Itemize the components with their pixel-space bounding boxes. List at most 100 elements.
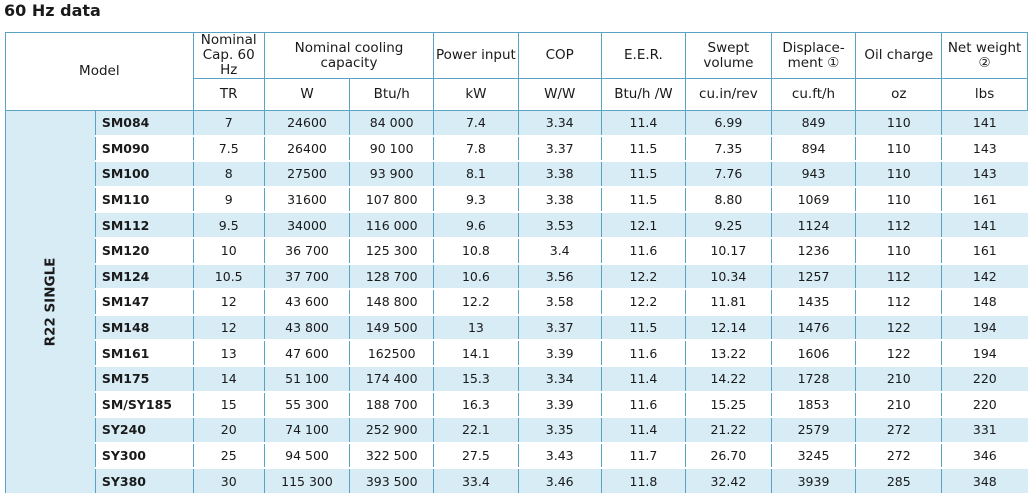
- cell-eer: 11.8: [600, 468, 686, 495]
- table-row: R22 SINGLE SM084 7 24600 84 000 7.4 3.34 11.4 6…: [5, 110, 1028, 495]
- header-model: Model: [5, 32, 194, 111]
- cell-displacement: 1124: [770, 212, 856, 239]
- table-row: SM112 9.5 34000 116 000 9.6 3.53 12.1 9.25 1124 1…: [6, 212, 1028, 239]
- cell-capacity-w: 94 500: [263, 442, 350, 470]
- cell-net-weight: 161: [941, 186, 1028, 214]
- unit-kw: kW: [433, 78, 519, 111]
- table-row: SM110 9 31600 107 800 9.3 3.38 11.5 8.80 1069 110…: [6, 186, 1028, 214]
- cell-capacity-w: 37 700: [263, 263, 350, 291]
- cell-capacity-btuh: 174 400: [349, 365, 434, 393]
- cell-power-kw: 33.4: [433, 468, 519, 495]
- cell-power-kw: 9.3: [433, 186, 519, 214]
- cell-capacity-btuh: 125 300: [349, 237, 434, 265]
- cell-nominal-cap-tr: 13: [192, 340, 265, 367]
- cell-capacity-w: 55 300: [263, 391, 350, 419]
- cell-nominal-cap-tr: 8: [192, 161, 265, 188]
- cell-displacement: 1728: [770, 365, 856, 393]
- cell-net-weight: 194: [941, 340, 1028, 367]
- header-cop: COP: [517, 32, 602, 79]
- cell-cop: 3.38: [517, 186, 602, 214]
- cell-model: SM112: [94, 212, 194, 239]
- cell-cop: 3.37: [517, 135, 602, 163]
- header-displacement: Displace- ment ①: [770, 32, 857, 79]
- cell-model: SM120: [94, 237, 194, 265]
- unit-cuin-rev: cu.in/rev: [685, 78, 772, 111]
- table-row: SM120 10 36 700 125 300 10.8 3.4 11.6 10.17 1236…: [6, 237, 1028, 265]
- cell-net-weight: 348: [941, 468, 1028, 495]
- cell-capacity-w: 34000: [263, 212, 350, 239]
- unit-tr: TR: [192, 78, 265, 111]
- cell-cop: 3.39: [517, 340, 602, 367]
- cell-cop: 3.4: [517, 237, 602, 265]
- cell-nominal-cap-tr: 14: [192, 365, 265, 393]
- cell-eer: 11.5: [600, 161, 686, 188]
- group-label-r22-single: R22 SINGLE: [42, 257, 59, 347]
- cell-capacity-btuh: 162500: [349, 340, 434, 367]
- unit-btuh-w: Btu/h /W: [600, 78, 687, 111]
- cell-nominal-cap-tr: 9.5: [192, 212, 265, 239]
- cell-capacity-w: 36 700: [263, 237, 350, 265]
- table-row: SM090 7.5 26400 90 100 7.8 3.37 11.5 7.35 894 110…: [6, 135, 1028, 163]
- cell-capacity-w: 27500: [263, 161, 350, 188]
- cell-capacity-btuh: 107 800: [349, 186, 434, 214]
- cell-capacity-w: 74 100: [263, 417, 350, 444]
- cell-oil-charge: 122: [855, 314, 942, 342]
- header-oil-charge: Oil charge: [855, 32, 943, 79]
- cell-cop: 3.39: [517, 391, 602, 419]
- table-row: SM/SY185 15 55 300 188 700 16.3 3.39 11.6 15.25…: [6, 391, 1028, 419]
- header-swept-volume: Swept volume: [685, 32, 772, 79]
- cell-capacity-btuh: 149 500: [349, 314, 434, 342]
- cell-net-weight: 346: [941, 442, 1028, 470]
- cell-capacity-btuh: 322 500: [349, 442, 434, 470]
- cell-capacity-w: 47 600: [263, 340, 350, 367]
- cell-eer: 11.6: [600, 340, 686, 367]
- unit-cuft-h: cu.ft/h: [770, 78, 857, 111]
- cell-net-weight: 142: [941, 263, 1028, 291]
- cell-eer: 11.6: [600, 391, 686, 419]
- cell-displacement: 1435: [770, 289, 856, 316]
- cell-displacement: 2579: [770, 417, 856, 444]
- cell-model: SY380: [94, 468, 194, 495]
- cell-model: SM110: [94, 186, 194, 214]
- cell-capacity-btuh: 148 800: [349, 289, 434, 316]
- cell-cop: 3.34: [517, 365, 602, 393]
- cell-model: SM161: [94, 340, 194, 367]
- cell-eer: 11.6: [600, 237, 686, 265]
- table-row: SM175 14 51 100 174 400 15.3 3.34 11.4 14.22 172…: [6, 365, 1028, 393]
- cell-model: SM147: [94, 289, 194, 316]
- cell-net-weight: 220: [941, 365, 1028, 393]
- cell-oil-charge: 272: [855, 442, 942, 470]
- cell-nominal-cap-tr: 30: [192, 468, 265, 495]
- data-table: Model Nominal Cap. 60 Hz Nominal cooling…: [5, 32, 1028, 495]
- cell-eer: 11.5: [600, 135, 686, 163]
- table-row: SY300 25 94 500 322 500 27.5 3.43 11.7 26.70 324…: [6, 442, 1028, 470]
- cell-displacement: 1606: [770, 340, 856, 367]
- cell-swept-volume: 10.17: [685, 237, 772, 265]
- cell-eer: 11.7: [600, 442, 686, 470]
- cell-power-kw: 27.5: [433, 442, 519, 470]
- unit-ww: W/W: [517, 78, 602, 111]
- table-row: SM148 12 43 800 149 500 13 3.37 11.5 12.14 1476 1…: [6, 314, 1028, 342]
- cell-cop: 3.38: [517, 161, 602, 188]
- cell-nominal-cap-tr: 9: [192, 186, 265, 214]
- cell-capacity-w: 43 800: [263, 314, 350, 342]
- cell-swept-volume: 11.81: [685, 289, 772, 316]
- cell-displacement: 1069: [770, 186, 856, 214]
- cell-swept-volume: 9.25: [685, 212, 772, 239]
- cell-oil-charge: 112: [855, 289, 942, 316]
- cell-capacity-w: 31600: [263, 186, 350, 214]
- cell-model: SM148: [94, 314, 194, 342]
- cell-model: SY300: [94, 442, 194, 470]
- cell-displacement: 849: [770, 110, 856, 137]
- cell-oil-charge: 272: [855, 417, 942, 444]
- cell-power-kw: 10.8: [433, 237, 519, 265]
- cell-displacement: 1236: [770, 237, 856, 265]
- cell-power-kw: 9.6: [433, 212, 519, 239]
- cell-power-kw: 8.1: [433, 161, 519, 188]
- header-eer: E.E.R.: [600, 32, 687, 79]
- cell-cop: 3.56: [517, 263, 602, 291]
- unit-oz: oz: [855, 78, 943, 111]
- unit-w: W: [263, 78, 351, 111]
- cell-capacity-btuh: 84 000: [349, 110, 434, 137]
- cell-eer: 11.4: [600, 417, 686, 444]
